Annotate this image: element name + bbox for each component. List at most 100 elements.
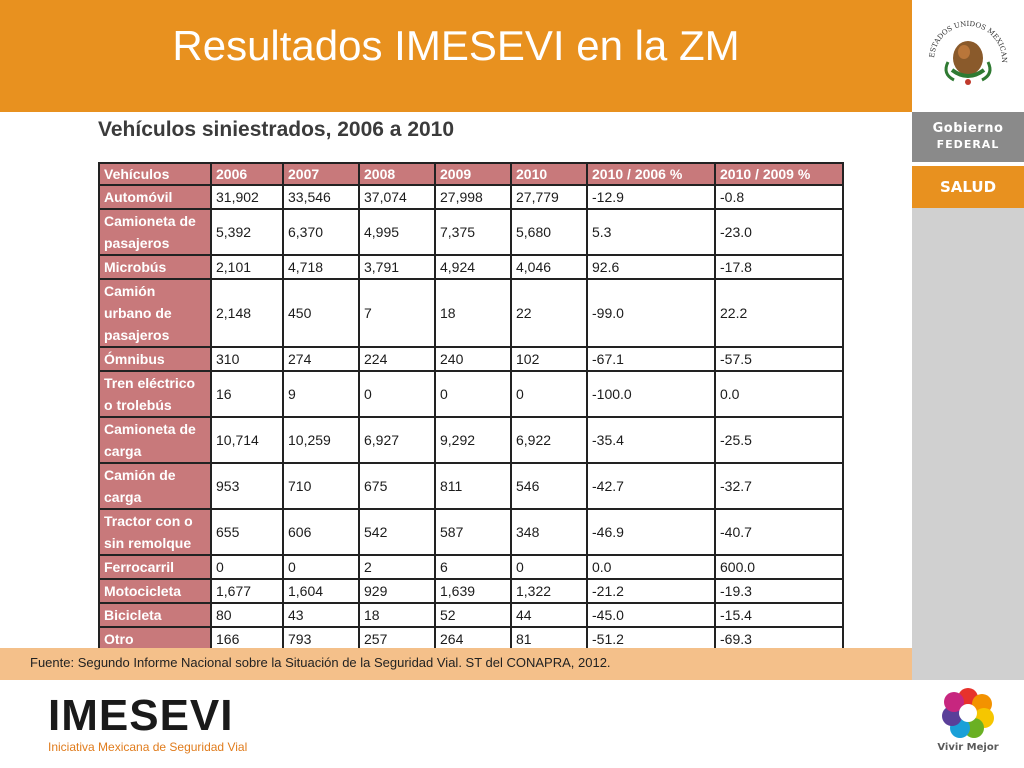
table-cell: 450 (282, 278, 360, 348)
table-row: Camión de carga 953 710 675 811 546 -42.7 -32.7 (98, 462, 844, 510)
table-row: Tren eléctrico o trolebús 16 9 0 0 0 -100.0 0.0 (98, 370, 844, 418)
row-label: Bicicleta (98, 602, 212, 628)
table-cell: 0 (282, 554, 360, 580)
table-row: Ómnibus 310 274 224 240 102 -67.1 -57.5 (98, 346, 844, 372)
table-cell: 0 (434, 370, 512, 418)
source-note: Fuente: Segundo Informe Nacional sobre l… (30, 655, 611, 670)
table-cell: 31,902 (210, 184, 284, 210)
row-label: Ómnibus (98, 346, 212, 372)
sidebar: ESTADOS UNIDOS MEXICANOS Gobierno FEDERA… (909, 0, 1024, 768)
table-row: Automóvil 31,902 33,546 37,074 27,998 27,779-… (98, 184, 844, 210)
table-cell: -0.8 (714, 184, 844, 210)
vehicles-table: Vehículos 2006 2007 2008 2009 2010 2010 … (98, 162, 844, 676)
row-label: Ferrocarril (98, 554, 212, 580)
table-cell: 10,714 (210, 416, 284, 464)
table-cell: -57.5 (714, 346, 844, 372)
table-cell: 16 (210, 370, 284, 418)
table-cell: 1,604 (282, 578, 360, 604)
column-header: 2007 (282, 162, 360, 186)
table-cell: 2,101 (210, 254, 284, 280)
column-header: 2009 (434, 162, 512, 186)
table-cell: 7,375 (434, 208, 512, 256)
table-header-row: Vehículos 2006 2007 2008 2009 2010 2010 … (98, 162, 844, 186)
table-cell: -99.0 (586, 278, 716, 348)
table-cell: 953 (210, 462, 284, 510)
table-cell: 929 (358, 578, 436, 604)
table-cell: -23.0 (714, 208, 844, 256)
mexico-seal-icon: ESTADOS UNIDOS MEXICANOS (909, 0, 1008, 85)
gobierno-label: Gobierno (932, 121, 1004, 136)
table-cell: 10,259 (282, 416, 360, 464)
table-cell: 81 (510, 626, 588, 652)
table-cell: 0.0 (714, 370, 844, 418)
table-cell: 710 (282, 462, 360, 510)
row-label: Otro (98, 626, 212, 652)
column-header: 2008 (358, 162, 436, 186)
table-cell: 600.0 (714, 554, 844, 580)
table-cell: 6,922 (510, 416, 588, 464)
table-cell: 4,995 (358, 208, 436, 256)
row-label: Camioneta de pasajeros (98, 208, 212, 256)
column-header: 2006 (210, 162, 284, 186)
table-cell: 80 (210, 602, 284, 628)
table-cell: 224 (358, 346, 436, 372)
vivir-mejor-flower-icon (942, 688, 994, 738)
table-cell: 4,046 (510, 254, 588, 280)
salud-band: SALUD (912, 166, 1024, 208)
table-row: Camioneta de carga 10,714 10,259 6,927 9,292… (98, 416, 844, 464)
column-header: 2010 (510, 162, 588, 186)
table-cell: -25.5 (714, 416, 844, 464)
table-cell: 6 (434, 554, 512, 580)
table-cell: 4,718 (282, 254, 360, 280)
table-cell: -45.0 (586, 602, 716, 628)
table-cell: 7 (358, 278, 436, 348)
table-cell: 52 (434, 602, 512, 628)
table-cell: 92.6 (586, 254, 716, 280)
column-header: Vehículos (98, 162, 212, 186)
table-cell: 5,680 (510, 208, 588, 256)
table-cell: 3,791 (358, 254, 436, 280)
table-cell: 37,074 (358, 184, 436, 210)
table-cell: 1,322 (510, 578, 588, 604)
row-label: Tractor con o sin remolque (98, 508, 212, 556)
imesevi-tagline: Iniciativa Mexicana de Seguridad Vial (48, 740, 248, 754)
table-cell: 0 (358, 370, 436, 418)
federal-label: FEDERAL (936, 138, 1000, 151)
table-cell: 6,370 (282, 208, 360, 256)
table-cell: 274 (282, 346, 360, 372)
table-cell: 18 (358, 602, 436, 628)
table-cell: 2,148 (210, 278, 284, 348)
table-cell: 18 (434, 278, 512, 348)
table-cell: -40.7 (714, 508, 844, 556)
row-label: Microbús (98, 254, 212, 280)
row-label: Motocicleta (98, 578, 212, 604)
table-row: Bicicleta 80 43 18 52 44 -45.0 -15.4 (98, 602, 844, 628)
table-cell: -67.1 (586, 346, 716, 372)
table-cell: -46.9 (586, 508, 716, 556)
table-cell: 655 (210, 508, 284, 556)
table-cell: -17.8 (714, 254, 844, 280)
table-cell: 546 (510, 462, 588, 510)
vivir-mejor-label: Vivir Mejor (937, 742, 999, 753)
table-row: Camioneta de pasajeros 5,392 6,370 4,995 7,3… (98, 208, 844, 256)
table-cell: 6,927 (358, 416, 436, 464)
source-bar: Fuente: Segundo Informe Nacional sobre l… (0, 648, 912, 680)
imesevi-logo: IMESEVI (48, 691, 234, 740)
column-header: 2010 / 2006 % (586, 162, 716, 186)
table-cell: 675 (358, 462, 436, 510)
row-label: Camioneta de carga (98, 416, 212, 464)
table-cell: 240 (434, 346, 512, 372)
table-cell: -12.9 (586, 184, 716, 210)
vivir-mejor-logo: Vivir Mejor (912, 680, 1024, 768)
page-title: Resultados IMESEVI en la ZM (172, 22, 740, 69)
row-label: Camión de carga (98, 462, 212, 510)
row-label: Tren eléctrico o trolebús (98, 370, 212, 418)
table-cell: -21.2 (586, 578, 716, 604)
table-cell: 33,546 (282, 184, 360, 210)
table-cell: 5,392 (210, 208, 284, 256)
table-cell: 0 (210, 554, 284, 580)
table-cell: 348 (510, 508, 588, 556)
sidebar-grey-panel (912, 208, 1024, 680)
table-cell: 43 (282, 602, 360, 628)
table-cell: 22 (510, 278, 588, 348)
